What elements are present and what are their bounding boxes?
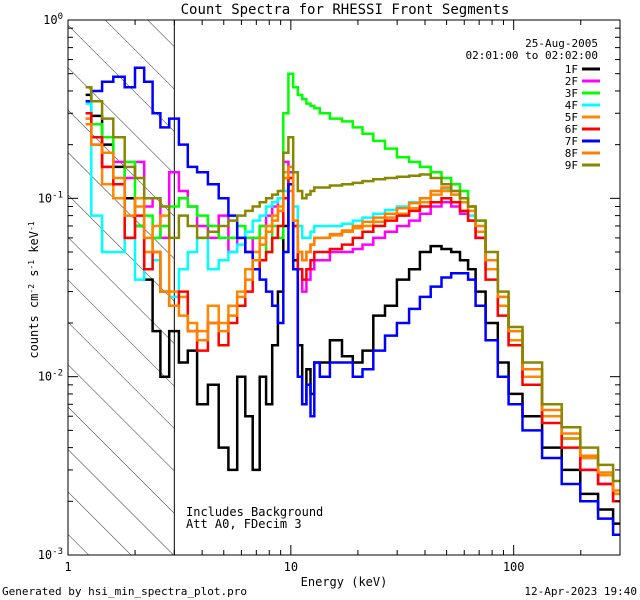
legend-label-3F: 3F [565,87,578,100]
time-range-label: 02:01:00 to 02:02:00 [466,49,598,62]
plot-frame [67,19,621,556]
y-tick-label: 10-1 [38,190,63,205]
axes-group: 1 10 100 100 10-1 10-2 10-3 [38,12,621,574]
footer-timestamp: 12-Apr-2023 19:40 [524,585,637,598]
date-label: 25-Aug-2005 [525,37,598,50]
legend-label-8F: 8F [565,147,578,160]
series-line-7F [85,66,620,536]
legend-label-1F: 1F [565,63,578,76]
y-axis-label-text-1: counts cm [27,294,41,359]
legend-label-7F: 7F [565,135,578,148]
annotation-line-1: Includes Background [186,505,323,519]
series-line-8F [85,123,620,492]
legend-label-2F: 2F [565,75,578,88]
legend-label-9F: 9F [565,159,578,172]
y-tick-label: 10-2 [38,369,63,384]
x-tick-label: 10 [284,560,298,574]
series-group [85,66,620,536]
series-line-9F [85,85,620,483]
x-tick-label: 100 [503,560,525,574]
y-axis-label-text-3: keV [27,231,41,260]
annotation-line-2: Att A0, FDecim 3 [186,517,302,531]
legend-label-6F: 6F [565,123,578,136]
y-axis-label-text-2: s [27,270,41,284]
y-tick-label: 10-3 [38,547,63,562]
legend-label-4F: 4F [565,99,578,112]
hatched-background-region [68,20,175,555]
y-tick-label: 100 [43,12,63,27]
x-axis-label: Energy (keV) [301,575,388,589]
legend-label-5F: 5F [565,111,578,124]
y-axis-label: counts cm-2 s-1 keV-1 [27,221,41,358]
footer-generated-by: Generated by hsi_min_spectra_plot.pro [2,585,247,598]
y-axis-label-exp-3: -1 [27,221,36,231]
y-axis-label-exp-2: -1 [27,260,36,270]
chart-title: Count Spectra for RHESSI Front Segments [181,2,510,18]
y-axis-label-exp-1: -2 [27,284,36,294]
x-tick-label: 1 [64,560,71,574]
